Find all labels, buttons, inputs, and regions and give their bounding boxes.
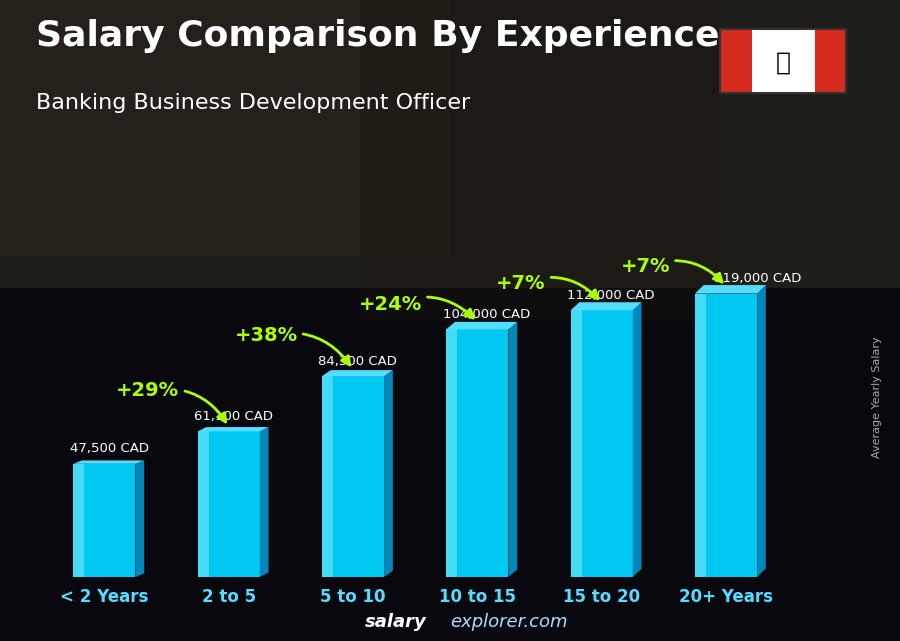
Text: +7%: +7%	[496, 274, 598, 299]
Polygon shape	[384, 370, 392, 577]
Bar	[198, 431, 209, 577]
Polygon shape	[322, 370, 392, 376]
Text: +24%: +24%	[359, 296, 473, 318]
Polygon shape	[73, 460, 144, 464]
Text: 47,500 CAD: 47,500 CAD	[69, 442, 148, 456]
Bar	[0, 288, 900, 641]
Bar	[720, 29, 751, 93]
Polygon shape	[633, 303, 642, 577]
Polygon shape	[508, 322, 518, 577]
Bar	[322, 376, 333, 577]
Polygon shape	[695, 285, 766, 294]
FancyBboxPatch shape	[695, 294, 757, 577]
Text: salary: salary	[365, 613, 427, 631]
Bar	[752, 29, 814, 93]
Bar	[73, 464, 85, 577]
Text: Banking Business Development Officer: Banking Business Development Officer	[36, 93, 470, 113]
Bar	[360, 0, 720, 320]
Text: +29%: +29%	[116, 381, 226, 422]
Bar	[446, 329, 457, 577]
Bar	[0, 0, 900, 288]
FancyBboxPatch shape	[446, 329, 508, 577]
Text: 112,000 CAD: 112,000 CAD	[567, 289, 654, 302]
Text: +7%: +7%	[620, 257, 722, 282]
FancyBboxPatch shape	[73, 464, 136, 577]
Polygon shape	[757, 285, 766, 577]
Text: 84,300 CAD: 84,300 CAD	[319, 355, 397, 368]
Bar	[695, 294, 707, 577]
Polygon shape	[136, 460, 144, 577]
Text: Average Yearly Salary: Average Yearly Salary	[872, 337, 883, 458]
Bar	[0, 0, 450, 256]
Text: +38%: +38%	[235, 326, 350, 365]
Bar	[571, 310, 581, 577]
Polygon shape	[260, 427, 268, 577]
Polygon shape	[446, 322, 518, 329]
Text: explorer.com: explorer.com	[450, 613, 568, 631]
Bar	[814, 29, 846, 93]
Text: Salary Comparison By Experience: Salary Comparison By Experience	[36, 19, 719, 53]
Text: 119,000 CAD: 119,000 CAD	[714, 272, 801, 285]
FancyBboxPatch shape	[198, 431, 260, 577]
Text: 61,100 CAD: 61,100 CAD	[194, 410, 273, 423]
Text: 🍁: 🍁	[776, 51, 790, 74]
Polygon shape	[198, 427, 268, 431]
FancyBboxPatch shape	[322, 376, 384, 577]
Text: 104,000 CAD: 104,000 CAD	[443, 308, 530, 321]
Polygon shape	[571, 303, 642, 310]
FancyBboxPatch shape	[571, 310, 633, 577]
